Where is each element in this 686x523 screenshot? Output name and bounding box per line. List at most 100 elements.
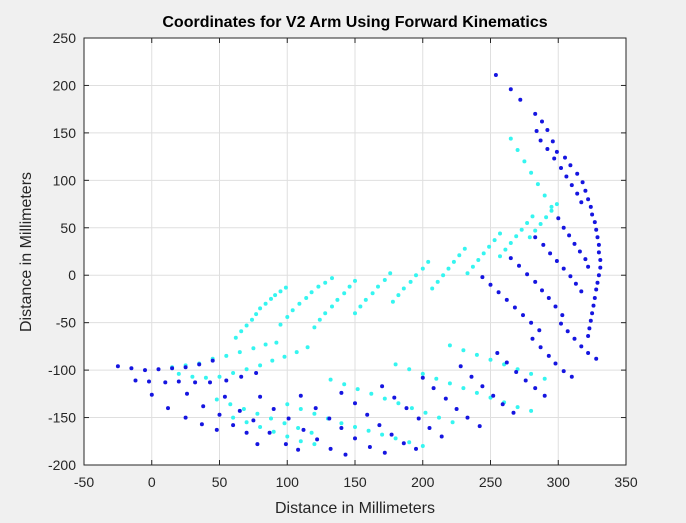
axis-ticks: -50 0 50 100 150 200 250 300 350 -200 -150 -100 -50 0… — [48, 30, 638, 490]
data-point — [488, 282, 493, 287]
data-point — [115, 364, 120, 369]
data-point — [416, 416, 421, 421]
data-point — [190, 374, 195, 379]
data-point — [382, 450, 387, 455]
data-point — [542, 193, 547, 198]
data-point — [545, 147, 550, 151]
data-point — [431, 386, 436, 391]
data-point — [210, 358, 215, 363]
data-point — [447, 343, 452, 348]
y-tick-label: 200 — [53, 77, 77, 93]
data-point — [457, 253, 462, 258]
data-point — [595, 235, 600, 240]
data-point — [273, 293, 278, 298]
data-point — [347, 284, 352, 289]
data-point — [474, 352, 479, 357]
x-tick-label: 300 — [547, 474, 571, 490]
data-point — [285, 402, 290, 407]
data-point — [554, 202, 559, 207]
data-point — [533, 228, 538, 233]
data-point — [559, 321, 563, 326]
data-point — [462, 246, 467, 251]
data-point — [366, 428, 371, 433]
data-point — [450, 420, 455, 425]
data-point — [231, 415, 236, 420]
data-point — [588, 204, 593, 209]
data-point — [461, 386, 466, 391]
data-point — [595, 280, 600, 285]
data-point — [594, 227, 599, 232]
data-point — [567, 233, 572, 238]
data-point — [537, 328, 542, 333]
data-point — [143, 368, 147, 373]
data-point — [231, 371, 236, 375]
data-point — [401, 441, 406, 446]
data-point — [224, 378, 229, 383]
data-point — [527, 235, 532, 240]
data-point — [550, 139, 555, 144]
y-tick-label: -50 — [56, 315, 76, 331]
data-point — [339, 426, 344, 430]
data-point — [244, 430, 249, 435]
data-point — [439, 434, 444, 439]
data-point — [573, 281, 578, 286]
data-point — [583, 188, 588, 193]
data-point — [542, 393, 547, 398]
data-point — [224, 353, 229, 358]
data-point — [590, 212, 595, 217]
data-point — [244, 420, 249, 425]
data-point — [258, 394, 263, 399]
data-point — [176, 371, 181, 376]
data-point — [529, 371, 534, 376]
data-point — [353, 278, 357, 283]
x-tick-label: 50 — [212, 474, 228, 490]
data-point — [250, 317, 254, 322]
data-point — [254, 371, 259, 375]
data-point — [480, 275, 485, 280]
data-point — [579, 200, 584, 205]
data-point — [437, 415, 441, 420]
data-point — [496, 290, 501, 295]
data-point — [217, 374, 222, 379]
data-point — [569, 183, 574, 188]
data-point — [163, 380, 168, 385]
x-tick-label: 0 — [148, 474, 156, 490]
data-point — [446, 266, 451, 271]
data-point — [542, 376, 547, 381]
data-point — [370, 291, 375, 296]
data-point — [575, 191, 580, 196]
data-point — [493, 73, 498, 77]
data-point — [504, 360, 509, 365]
data-point — [263, 342, 268, 347]
data-point — [201, 404, 206, 409]
data-point — [283, 442, 288, 447]
data-point — [435, 279, 440, 284]
data-point — [258, 306, 263, 311]
data-point — [564, 174, 569, 179]
data-point — [512, 305, 517, 310]
data-point — [278, 322, 283, 327]
data-point — [572, 336, 577, 341]
data-point — [263, 301, 268, 306]
data-point — [197, 362, 202, 367]
data-point — [525, 272, 530, 277]
data-point — [548, 251, 553, 256]
data-point — [577, 249, 582, 254]
y-tick-label: 100 — [53, 172, 77, 188]
data-point — [156, 367, 161, 372]
data-point — [598, 258, 603, 262]
data-point — [530, 336, 535, 341]
data-point — [267, 430, 272, 435]
data-point — [420, 375, 425, 380]
y-tick-label: 150 — [53, 125, 77, 141]
data-point — [565, 329, 570, 334]
data-point — [458, 364, 463, 369]
data-point — [561, 369, 566, 374]
data-point — [553, 304, 558, 309]
data-point — [286, 416, 291, 421]
data-point — [451, 259, 456, 264]
data-point — [529, 170, 534, 175]
data-point — [530, 214, 535, 219]
data-point — [525, 221, 530, 225]
data-point — [554, 149, 559, 154]
